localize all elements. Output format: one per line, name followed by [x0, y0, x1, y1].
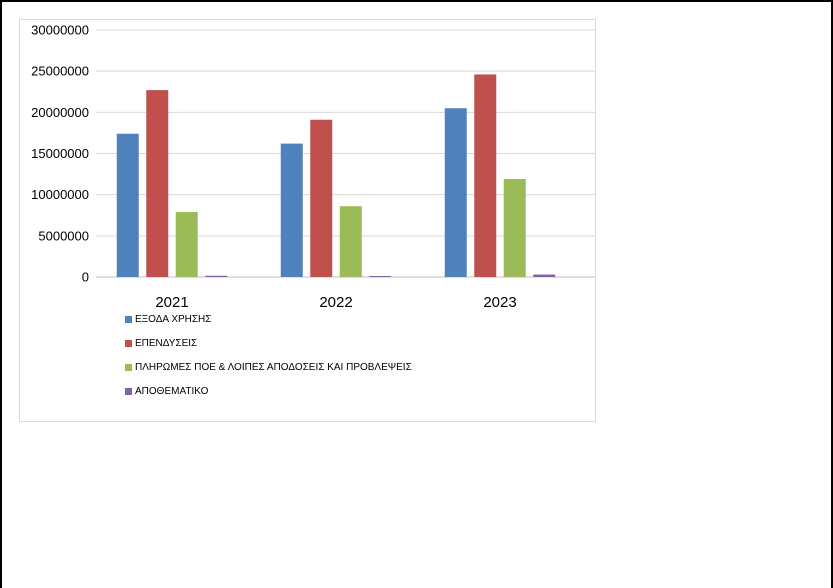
- bar-2023-series-4: [533, 274, 556, 277]
- x-tick-label: 2021: [155, 294, 188, 311]
- bar-2022-series-2: [310, 119, 333, 277]
- legend-label: ΕΞΟΔΑ ΧΡΗΣΗΣ: [135, 314, 212, 325]
- bar-2022-series-1: [280, 143, 303, 277]
- bar-2021-series-3: [175, 211, 198, 277]
- legend-swatch: [125, 316, 132, 323]
- y-tick-label: 20000000: [31, 105, 89, 120]
- legend-item: ΕΠΕΝΔΥΣΕΙΣ: [125, 338, 197, 349]
- y-tick-label: 15000000: [31, 146, 89, 161]
- bar-2023-series-2: [474, 74, 497, 278]
- y-tick-label: 5000000: [38, 228, 89, 243]
- bar-2023-series-3: [503, 179, 526, 277]
- bar-2023-series-1: [444, 108, 467, 277]
- bar-2021-series-4: [205, 275, 228, 277]
- bar-chart: 0 5000000 10000000 15000000 20000000 25000000…: [31, 23, 595, 311]
- legend-item: ΠΛΗΡΩΜΕΣ ΠΟΕ & ΛΟΙΠΕΣ ΑΠΟΔΟΣΕΙΣ ΚΑΙ ΠΡΟΒ…: [125, 362, 412, 373]
- legend-swatch: [125, 388, 132, 395]
- legend-label: ΕΠΕΝΔΥΣΕΙΣ: [135, 338, 198, 349]
- chart-area: 0 5000000 10000000 15000000 20000000 25000000…: [19, 19, 596, 422]
- bar-2021-series-1: [116, 133, 139, 277]
- y-tick-label: 10000000: [31, 187, 89, 202]
- bar-2022-series-4: [369, 276, 392, 277]
- x-tick-label: 2022: [319, 294, 352, 311]
- legend-swatch: [125, 340, 132, 347]
- y-tick-label: 25000000: [31, 64, 89, 79]
- legend-item: ΑΠΟΘΕΜΑΤΙΚΟ: [125, 386, 208, 397]
- legend-label: ΠΛΗΡΩΜΕΣ ΠΟΕ & ΛΟΙΠΕΣ ΑΠΟΔΟΣΕΙΣ ΚΑΙ ΠΡΟΒ…: [135, 362, 412, 373]
- y-tick-label: 30000000: [31, 23, 89, 38]
- x-tick-label: 2023: [483, 294, 516, 311]
- bar-2021-series-2: [146, 90, 169, 277]
- bar-2022-series-3: [339, 206, 362, 277]
- legend-item: ΕΞΟΔΑ ΧΡΗΣΗΣ: [125, 314, 211, 325]
- y-tick-label: 0: [82, 270, 89, 285]
- legend-swatch: [125, 364, 132, 371]
- legend-label: ΑΠΟΘΕΜΑΤΙΚΟ: [135, 386, 209, 397]
